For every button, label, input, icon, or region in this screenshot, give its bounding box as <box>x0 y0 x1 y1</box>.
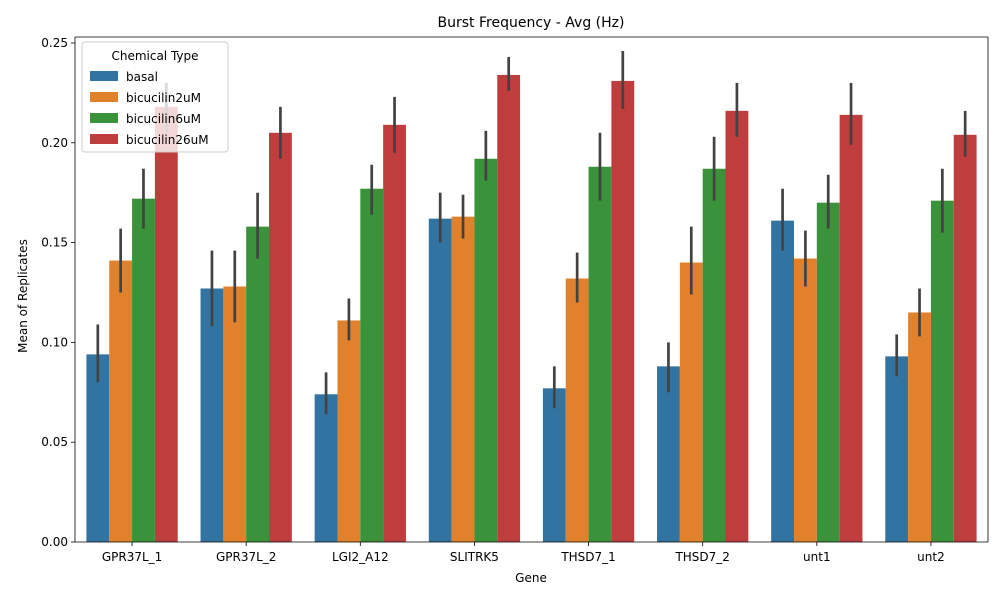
bar <box>109 260 133 542</box>
bar <box>679 262 703 542</box>
bar <box>428 218 452 542</box>
legend-label: basal <box>126 70 158 84</box>
bar <box>702 168 726 542</box>
bar <box>154 106 178 542</box>
y-tick-label: 0.05 <box>41 435 68 449</box>
axes: 0.00 0.05 0.10 0.15 0.20 0.25 GPR37L_1 GPR37L_2… <box>41 36 989 564</box>
x-tick-label: GPR37L_2 <box>216 550 276 564</box>
x-tick-label: THSD7_1 <box>560 550 615 564</box>
bar <box>246 226 270 542</box>
bar <box>908 312 931 542</box>
bar <box>200 288 224 542</box>
legend-swatch <box>90 71 118 81</box>
bar <box>816 202 840 542</box>
bar <box>337 320 361 542</box>
bar <box>771 220 794 543</box>
y-tick-label: 0.25 <box>41 36 68 50</box>
y-tick-label: 0.00 <box>41 535 68 549</box>
legend-box <box>81 41 229 153</box>
bar <box>565 278 589 542</box>
bar <box>269 132 292 542</box>
bar <box>839 114 863 542</box>
chart-title: Burst Frequency - Avg (Hz) <box>438 15 625 31</box>
x-tick-label: unt2 <box>917 550 945 564</box>
bar <box>930 200 954 542</box>
bar <box>474 158 498 542</box>
bar <box>657 366 680 542</box>
x-tick-label: SLITRK5 <box>450 550 499 564</box>
bar <box>793 258 817 542</box>
bar <box>86 354 110 542</box>
y-axis-label: Mean of Replicates <box>16 239 30 353</box>
x-axis-label: Gene <box>515 571 547 585</box>
bar <box>588 166 612 542</box>
legend: Chemical Type basal bicucilin2uM bicucilin6… <box>81 41 229 153</box>
bar <box>132 198 155 542</box>
bar <box>611 80 635 543</box>
y-tick-label: 0.15 <box>41 236 68 250</box>
bar <box>497 74 521 543</box>
error-bars <box>96 50 967 415</box>
bar <box>451 216 475 542</box>
legend-title: Chemical Type <box>111 49 198 63</box>
legend-label: bicucilin6uM <box>126 112 201 126</box>
x-tick-label: GPR37L_1 <box>102 550 162 564</box>
bar <box>885 356 909 542</box>
bar <box>953 134 977 542</box>
x-tick-label: unt1 <box>803 550 831 564</box>
bar <box>542 388 566 542</box>
legend-label: bicucilin26uM <box>126 133 209 147</box>
x-tick-label: LGI2_A12 <box>332 550 389 564</box>
y-tick-label: 0.20 <box>41 136 68 150</box>
bar <box>383 124 406 543</box>
legend-swatch <box>90 92 118 102</box>
bar <box>223 286 247 542</box>
bar <box>314 394 338 542</box>
bars <box>86 74 977 543</box>
bar <box>360 188 384 543</box>
legend-swatch <box>90 134 118 144</box>
y-tick-label: 0.10 <box>41 335 68 349</box>
legend-label: bicucilin2uM <box>126 91 201 105</box>
x-tick-label: THSD7_2 <box>674 550 729 564</box>
legend-swatch <box>90 113 118 123</box>
bar <box>725 110 749 542</box>
